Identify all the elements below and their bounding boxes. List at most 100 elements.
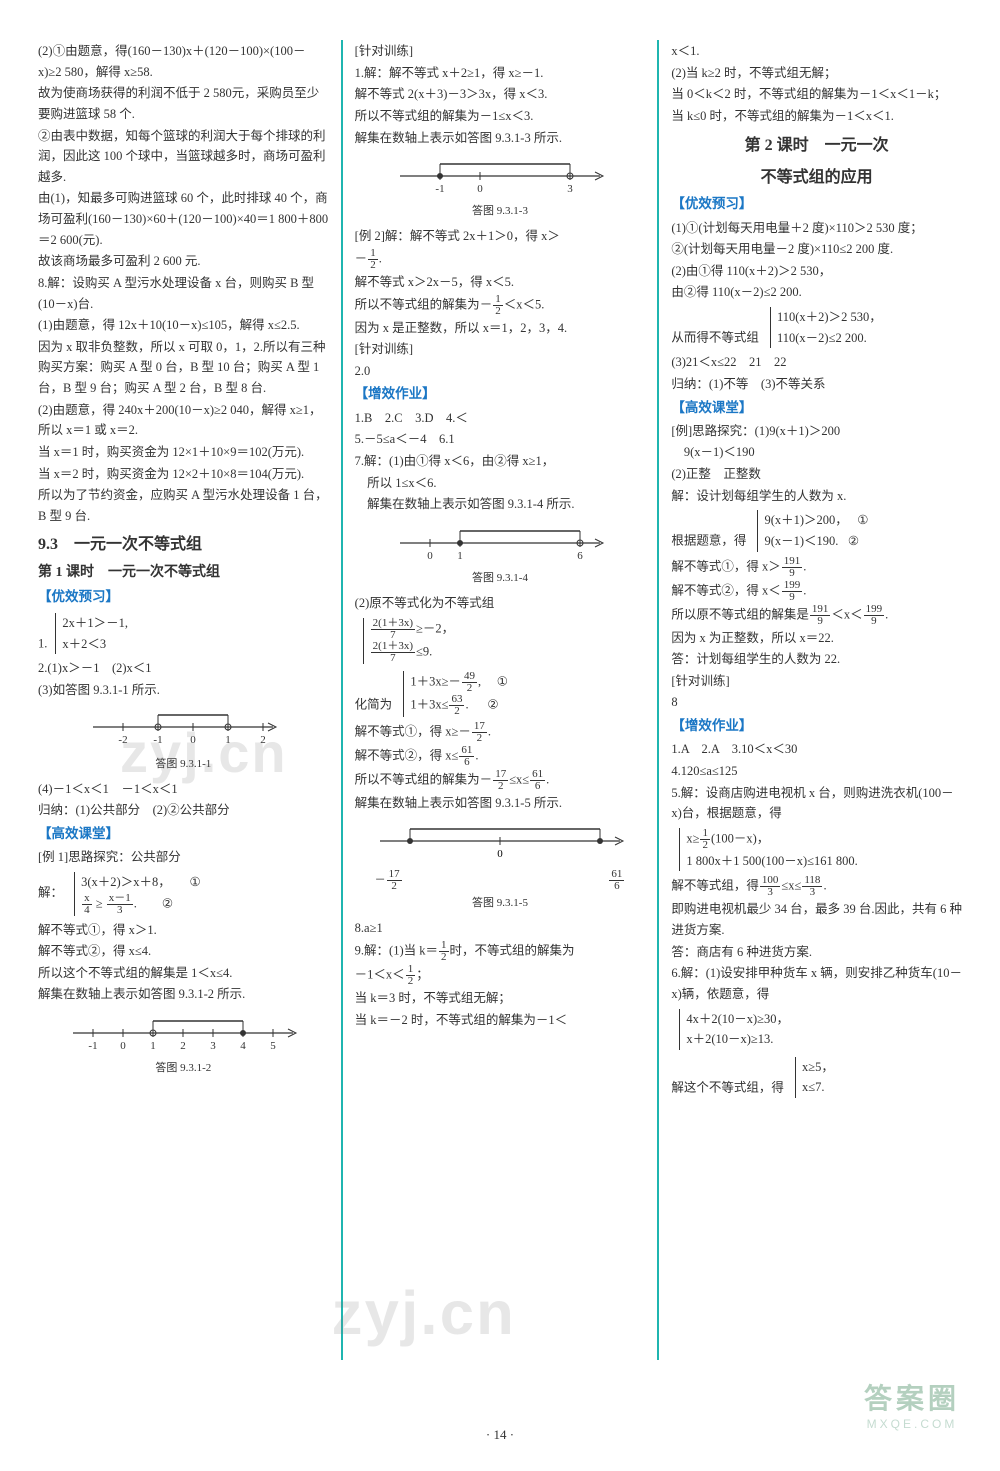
column-1: (2)①由题意，得(160－130)x＋(120－100)×(100－x)≥2 … — [30, 40, 337, 1360]
q1: 1. 2x＋1＞－1, x＋2＜3 — [38, 610, 329, 657]
number-line-4: 0 1 6 答图 9.3.1-4 — [355, 521, 646, 587]
text: 答：计划每组学生的人数为 22. — [671, 649, 962, 670]
t: (100－x)， — [711, 831, 769, 845]
column-3: x＜1. (2)当 k≥2 时，不等式组无解； 当 0＜k＜2 时，不等式组的解… — [663, 40, 970, 1360]
text: 当 0＜k＜2 时，不等式组的解集为－1＜x＜1－k； — [671, 84, 962, 105]
text: (4)－1＜x＜1 －1＜x＜1 — [38, 779, 329, 800]
t: 1 800x＋1 500(100－x)≤161 800. — [686, 854, 857, 868]
text: 解集在数轴上表示如答图 9.3.1-2 所示. — [38, 984, 329, 1005]
text: 1.A 2.A 3.10＜x＜30 — [671, 739, 962, 760]
t: 所以不等式组的解集为 — [355, 297, 480, 311]
text: －1＜x＜12； — [355, 964, 646, 987]
t: [例 2]解：解不等式 2x＋1＞0，得 x＞ — [355, 229, 560, 243]
text: 所以不等式组的解集为－12＜x＜5. — [355, 294, 646, 317]
section-9-3-title: 9.3 一元一次不等式组 — [38, 532, 329, 558]
text: (3)如答图 9.3.1-1 所示. — [38, 680, 329, 701]
t: 9(x＋1)＞200， — [764, 513, 847, 527]
t: ≥－2， — [416, 621, 454, 635]
t: 解不等式①，得 x＞ — [671, 559, 780, 573]
t: 时，不等式组的解集为 — [450, 943, 575, 957]
fig-caption-2: 答图 9.3.1-2 — [38, 1059, 329, 1077]
text: 当 k＝－2 时，不等式组的解集为－1＜ — [355, 1010, 646, 1031]
text: 因为 x 取非负整数，所以 x 可取 0，1，2.所以有三种购买方案：购买 A … — [38, 337, 329, 399]
text: (3)21＜x≤22 21 22 — [671, 352, 962, 373]
text: x＜1. — [671, 41, 962, 62]
text: 化简为 1＋3x≥－492, ① 1＋3x≤632. ② — [355, 668, 646, 720]
text: 当 k＝3 时，不等式组无解； — [355, 988, 646, 1009]
column-2: [针对训练] 1.解：解不等式 x＋2≥1，得 x≥－1. 解不等式 2(x＋3… — [347, 40, 654, 1360]
column-divider-1 — [341, 40, 343, 1360]
t: 9.解：(1)当 k＝ — [355, 943, 438, 957]
q1-line2: x＋2＜3 — [62, 637, 106, 651]
number-line-2: -1 0 1 2 3 4 5 答图 9.3.1-2 — [38, 1011, 329, 1077]
text: 8.解：设购买 A 型污水处理设备 x 台，则购买 B 型(10－x)台. — [38, 273, 329, 314]
svg-text:1: 1 — [226, 734, 232, 746]
logo-watermark: 答案圈 MXQE.COM — [864, 1377, 960, 1431]
text: 答：商店有 6 种进货方案. — [671, 942, 962, 963]
text: 所以这个不等式组的解集是 1＜x≤4. — [38, 963, 329, 984]
t: 110(x＋2)＞2 530， — [777, 310, 882, 324]
number-line-1: -2 -1 0 1 2 答图 9.3.1-1 — [38, 707, 329, 773]
svg-text:4: 4 — [241, 1040, 247, 1052]
text: 所以不等式组的解集为－172≤x≤616. — [355, 769, 646, 792]
system: 2(1＋3x)7≥－2， 2(1＋3x)7≤9. — [355, 615, 646, 667]
number-line-3: -1 0 3 答图 9.3.1-3 — [355, 154, 646, 220]
text: 4x＋2(10－x)≥30， x＋2(10－x)≥13. — [671, 1006, 962, 1053]
class-heading-2: 【高效课堂】 — [671, 397, 962, 419]
text: 解不等式②，得 x≤616. — [355, 745, 646, 768]
lesson-2-title-a: 第 2 课时 一元一次 — [671, 133, 962, 159]
svg-text:3: 3 — [567, 183, 573, 195]
text: 根据题意，得 9(x＋1)＞200， ① 9(x－1)＜190. ② — [671, 507, 962, 554]
preview-heading-2: 【优效预习】 — [671, 193, 962, 215]
t: 4x＋2(10－x)≥30， — [686, 1012, 789, 1026]
text: 解集在数轴上表示如答图 9.3.1-4 所示. — [355, 494, 646, 515]
text: 8.a≥1 — [355, 918, 646, 939]
svg-text:1: 1 — [457, 550, 463, 562]
svg-text:2: 2 — [261, 734, 267, 746]
column-layout: (2)①由题意，得(160－130)x＋(120－100)×(100－x)≥2 … — [30, 40, 970, 1360]
text: 所以为了节约资金，应购买 A 型污水处理设备 1 台，B 型 9 台. — [38, 485, 329, 526]
svg-text:-1: -1 — [89, 1040, 98, 1052]
text: 解这个不等式组，得 x≥5， x≤7. — [671, 1054, 962, 1101]
text: 因为 x 为正整数，所以 x＝22. — [671, 628, 962, 649]
page: zyj.cn zyj.cn 答案圈 MXQE.COM (2)①由题意，得(160… — [0, 0, 1000, 1471]
text: 5.－5≤a＜－4 6.1 — [355, 429, 646, 450]
svg-text:-1: -1 — [435, 183, 444, 195]
t: 解不等式组，得 — [671, 879, 759, 893]
t: 解不等式①，得 x≥－ — [355, 724, 471, 738]
homework-heading-2: 【增效作业】 — [671, 715, 962, 737]
number-line-5: 0 －172 616 答图 9.3.1-5 — [355, 819, 646, 912]
t: 所以原不等式组的解集是 — [671, 607, 809, 621]
svg-text:0: 0 — [121, 1040, 127, 1052]
t: 所以不等式组的解集为－ — [355, 772, 493, 786]
lesson-2-title-b: 不等式组的应用 — [671, 165, 962, 191]
t: 110(x－2)≤2 200. — [777, 331, 867, 345]
text: 当 x＝2 时，购买资金为 12×2＋10×8＝104(万元). — [38, 464, 329, 485]
t: 1＋3x≤ — [410, 697, 448, 711]
l: ② — [487, 697, 498, 711]
class-heading: 【高效课堂】 — [38, 823, 329, 845]
svg-text:6: 6 — [577, 550, 583, 562]
t: 9(x－1)＜190. — [764, 534, 838, 548]
text: 解：设计划每组学生的人数为 x. — [671, 486, 962, 507]
page-number: · 14 · — [0, 1427, 1000, 1443]
text: 6.解：(1)设安排甲种货车 x 辆，则安排乙种货车(10－x)辆，依题意，得 — [671, 963, 962, 1004]
text: 9(x－1)＜190 — [671, 442, 962, 463]
svg-text:0: 0 — [427, 550, 433, 562]
text: 由②得 110(x－2)≤2 200. — [671, 282, 962, 303]
text: (2)当 k≥2 时，不等式组无解； — [671, 63, 962, 84]
text: [例 2]解：解不等式 2x＋1＞0，得 x＞ — [355, 226, 646, 247]
text: 因为 x 是正整数，所以 x＝1，2，3，4. — [355, 318, 646, 339]
text: [例]思路探究：(1)9(x＋1)＞200 — [671, 421, 962, 442]
text: 即购进电视机最少 34 台，最多 39 台.因此，共有 6 种进货方案. — [671, 899, 962, 940]
t: ≤x≤ — [781, 879, 801, 893]
text: (2)原不等式化为不等式组 — [355, 593, 646, 614]
text: 解集在数轴上表示如答图 9.3.1-5 所示. — [355, 793, 646, 814]
t: ＜x＜ — [831, 607, 862, 621]
lesson-1-title: 第 1 课时 一元一次不等式组 — [38, 561, 329, 584]
t: 化简为 — [355, 697, 393, 711]
fig-caption-4: 答图 9.3.1-4 — [355, 569, 646, 587]
text: (2)由题意，得 240x＋200(10－x)≥2 040，解得 x≥1，所以 … — [38, 400, 329, 441]
t: x≥5， — [802, 1060, 834, 1074]
preview-heading: 【优效预习】 — [38, 586, 329, 608]
